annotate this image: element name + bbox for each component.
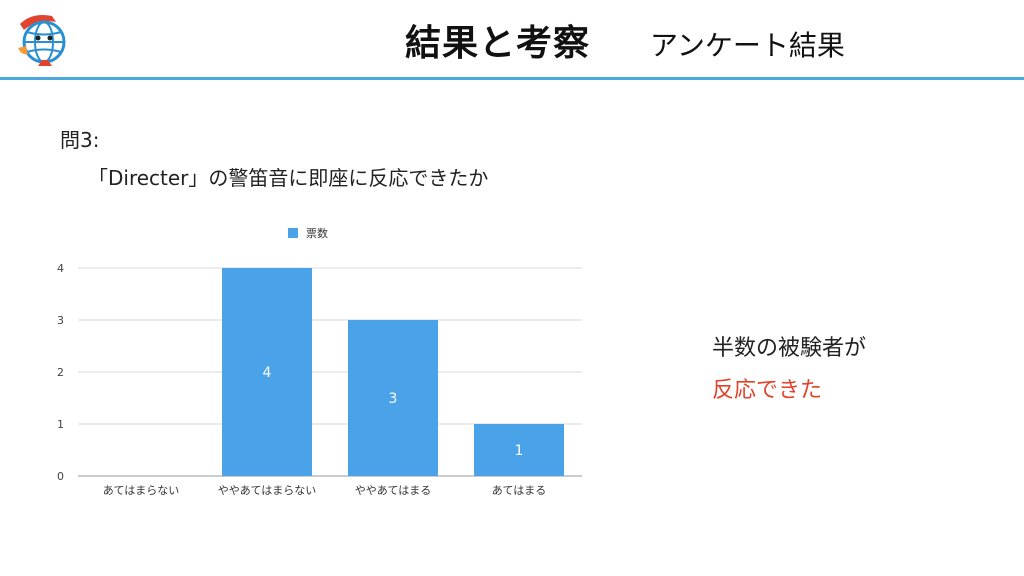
- bar: [474, 424, 564, 476]
- x-tick-label: あてはまる: [492, 484, 547, 497]
- y-tick-label: 4: [57, 262, 64, 275]
- bar-chart-svg: 票数 0 1 2 3 4 あてはまらない 4 ややあてはまらない 3 ややあてはまる 1 あてはまる: [57, 227, 582, 497]
- bar: [222, 268, 312, 476]
- y-tick-label: 3: [57, 314, 64, 327]
- legend-label: 票数: [306, 227, 328, 240]
- data-label: 1: [515, 443, 524, 459]
- bar-chart: 票数 0 1 2 3 4 あてはまらない 4 ややあてはまらない 3 ややあてはまる 1 あてはまる: [40, 212, 600, 512]
- conclusion-line-1: 半数の被験者が: [712, 336, 867, 361]
- data-label: 4: [263, 365, 272, 381]
- header-divider: [0, 77, 1024, 80]
- x-tick-label: ややあてはまらない: [218, 484, 317, 497]
- x-tick-label: ややあてはまる: [355, 484, 432, 497]
- conclusion-line-2: 反応できた: [712, 378, 823, 403]
- question-text: 「Directer」の警笛音に即座に反応できたか: [88, 166, 489, 190]
- legend-swatch: [288, 228, 298, 238]
- x-tick-label: あてはまらない: [103, 484, 180, 497]
- question-number: 問3:: [60, 128, 100, 152]
- globe-mascot-logo: [12, 10, 74, 68]
- y-tick-label: 0: [57, 470, 64, 483]
- y-tick-label: 1: [57, 418, 64, 431]
- page-title: 結果と考察: [405, 23, 591, 64]
- slide-header: 結果と考察 アンケート結果: [0, 0, 1024, 80]
- y-tick-label: 2: [57, 366, 64, 379]
- page-subtitle: アンケート結果: [650, 29, 845, 62]
- bar: [348, 320, 438, 476]
- data-label: 3: [389, 391, 398, 407]
